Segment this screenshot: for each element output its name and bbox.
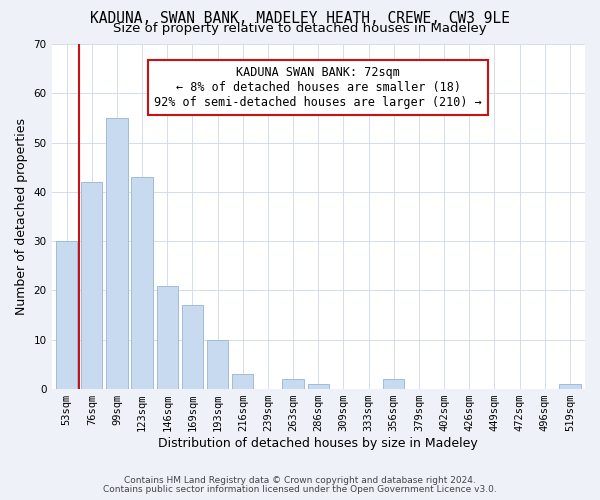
Bar <box>308 384 329 389</box>
Bar <box>383 379 404 389</box>
Bar <box>106 118 128 389</box>
X-axis label: Distribution of detached houses by size in Madeley: Distribution of detached houses by size … <box>158 437 478 450</box>
Text: Size of property relative to detached houses in Madeley: Size of property relative to detached ho… <box>113 22 487 35</box>
Y-axis label: Number of detached properties: Number of detached properties <box>15 118 28 315</box>
Bar <box>131 177 153 389</box>
Bar <box>56 241 77 389</box>
Bar <box>81 182 103 389</box>
Bar <box>559 384 581 389</box>
Text: Contains HM Land Registry data © Crown copyright and database right 2024.: Contains HM Land Registry data © Crown c… <box>124 476 476 485</box>
Text: KADUNA SWAN BANK: 72sqm
← 8% of detached houses are smaller (18)
92% of semi-det: KADUNA SWAN BANK: 72sqm ← 8% of detached… <box>154 66 482 109</box>
Bar <box>283 379 304 389</box>
Text: Contains public sector information licensed under the Open Government Licence v3: Contains public sector information licen… <box>103 484 497 494</box>
Text: KADUNA, SWAN BANK, MADELEY HEATH, CREWE, CW3 9LE: KADUNA, SWAN BANK, MADELEY HEATH, CREWE,… <box>90 11 510 26</box>
Bar <box>207 340 229 389</box>
Bar <box>157 286 178 389</box>
Bar <box>232 374 253 389</box>
Bar <box>182 306 203 389</box>
